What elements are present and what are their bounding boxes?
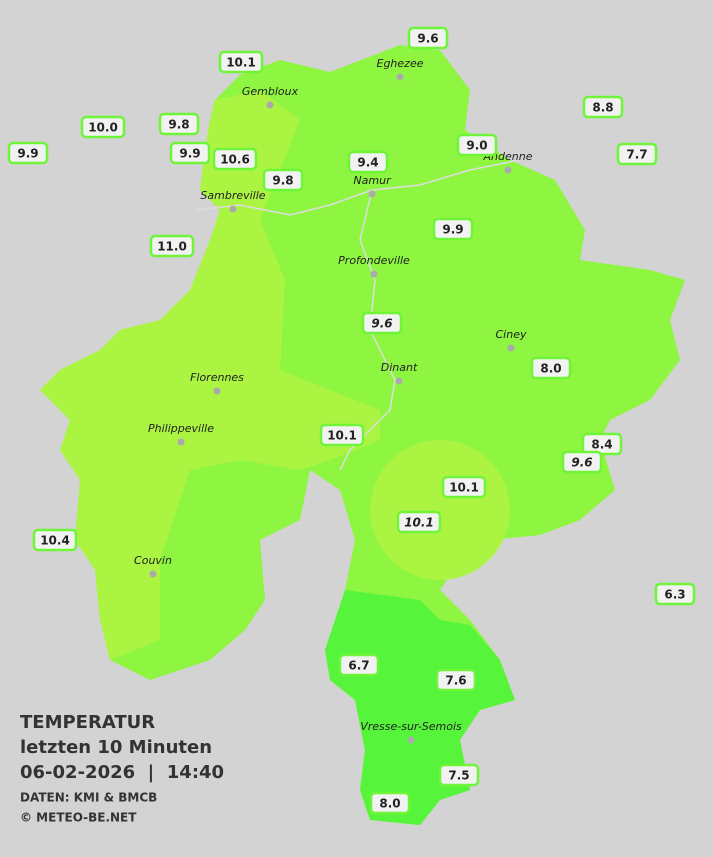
station-box [218, 50, 264, 74]
datetime: 06-02-2026 | 14:40 [20, 762, 224, 783]
city-dot [368, 190, 376, 198]
station-box [441, 475, 487, 499]
city-label: Florennes [190, 371, 244, 384]
station-box [582, 95, 624, 119]
station-box [432, 217, 474, 241]
station-box [581, 432, 623, 456]
station-value: 9.9 [442, 223, 463, 237]
source: DATEN: KMI & BMCB [20, 791, 157, 805]
station-value: 7.7 [626, 148, 647, 162]
station-box [396, 510, 442, 534]
subtitle: letzten 10 Minuten [20, 737, 212, 758]
station-box [80, 115, 126, 139]
station-box [456, 133, 498, 157]
station-value: 8.0 [379, 797, 400, 811]
station-value: 9.6 [417, 32, 438, 46]
station-value: 6.7 [348, 659, 369, 673]
station-value: 9.4 [357, 156, 378, 170]
station-value: 8.0 [540, 362, 561, 376]
city-dot [266, 101, 274, 109]
city-label: Eghezee [377, 57, 424, 70]
city-label: Philippeville [148, 422, 214, 435]
city-label: Ciney [496, 328, 527, 341]
station-value: 9.6 [571, 456, 592, 470]
city-dot [213, 387, 221, 395]
copyright: © METEO-BE.NET [20, 811, 137, 825]
city-dot [407, 736, 415, 744]
station-box [319, 423, 365, 447]
station-box [7, 141, 49, 165]
station-value: 7.5 [448, 769, 469, 783]
station-value: 10.1 [449, 481, 479, 495]
station-value: 9.8 [168, 118, 189, 132]
warm-zone [40, 90, 380, 660]
station-value: 9.6 [371, 317, 392, 331]
city-dot [395, 377, 403, 385]
station-value: 6.3 [664, 588, 685, 602]
station-box [212, 147, 258, 171]
station-value: 7.6 [445, 674, 466, 688]
city-label: Gembloux [242, 85, 299, 98]
station-value: 10.4 [40, 534, 70, 548]
station-value: 11.0 [157, 240, 187, 254]
station-box [530, 356, 572, 380]
station-value: 8.4 [591, 438, 612, 452]
river [194, 159, 521, 216]
station-box [561, 450, 603, 474]
station-value: 10.1 [327, 429, 357, 443]
station-box [262, 168, 304, 192]
cool-zone [325, 590, 515, 825]
station-box [654, 582, 696, 606]
city-label: Vresse-sur-Semois [360, 720, 462, 733]
station-box [435, 668, 477, 692]
station-box [369, 791, 411, 815]
station-value: 9.0 [466, 139, 487, 153]
city-dot [396, 73, 404, 81]
station-box [338, 653, 380, 677]
station-value: 9.9 [179, 147, 200, 161]
city-label: Namur [353, 174, 392, 187]
station-value: 9.9 [17, 147, 38, 161]
city-label: Couvin [134, 554, 172, 567]
city-dot [507, 344, 515, 352]
station-box [361, 311, 403, 335]
station-box [407, 26, 449, 50]
city-label: Sambreville [200, 189, 265, 202]
station-box [32, 528, 78, 552]
station-box [169, 141, 211, 165]
station-box [347, 150, 389, 174]
warm-zone [370, 440, 510, 580]
city-dot [504, 166, 512, 174]
station-value: 10.1 [226, 56, 256, 70]
city-dot [149, 570, 157, 578]
station-value: 9.8 [272, 174, 293, 188]
city-label: Dinant [381, 361, 418, 374]
city-label: Profondeville [338, 254, 410, 267]
station-box [149, 234, 195, 258]
stations: 9.6 10.1 8.8 10.0 9.8 9.9 9.9 10.6 9.8 9.4 9.0 7.7 1… [7, 26, 696, 815]
station-value: 8.8 [592, 101, 613, 115]
station-box [158, 112, 200, 136]
station-value: 10.0 [88, 121, 118, 135]
station-box [616, 142, 658, 166]
station-value: 10.6 [220, 153, 250, 167]
city-dot [177, 438, 185, 446]
station-box [438, 763, 480, 787]
city-dot [370, 270, 378, 278]
title: TEMPERATUR [20, 712, 155, 733]
city-dot [229, 205, 237, 213]
station-value: 10.1 [404, 516, 434, 530]
city-labels: EghezeeGemblouxAndenneNamurSambrevillePr… [134, 57, 533, 744]
